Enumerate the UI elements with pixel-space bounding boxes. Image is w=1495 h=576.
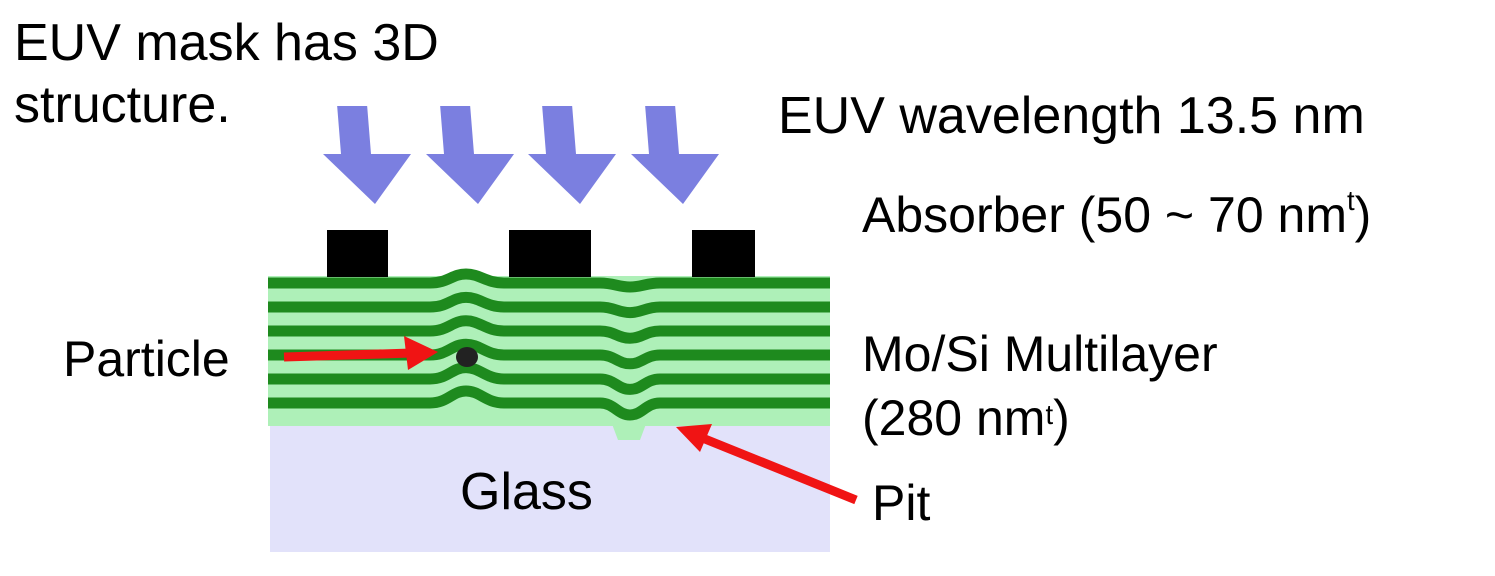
glass-label: Glass xyxy=(460,463,593,521)
title-line-1: EUV mask has 3D xyxy=(14,14,439,72)
diagram-title: EUV mask has 3D structure. xyxy=(14,12,534,136)
multilayer-dark-band xyxy=(268,315,830,344)
multilayer-dark-layers xyxy=(268,268,830,421)
pit-notch xyxy=(612,424,646,440)
particle-label: Particle xyxy=(63,331,230,387)
absorber-block-1 xyxy=(327,230,388,277)
pit-label: Pit xyxy=(872,475,931,531)
pit-pointer-arrow xyxy=(676,424,858,505)
absorber-label-sup: t xyxy=(1347,185,1355,217)
multilayer-label-sup: t xyxy=(1045,399,1054,431)
multilayer-dark-band xyxy=(268,338,830,370)
multilayer-label-line-2: (280 nm xyxy=(862,390,1046,446)
multilayer-dark-band xyxy=(268,268,830,293)
particle-pointer-arrow xyxy=(283,336,438,370)
absorber-label-text: Absorber (50 ~ 70 nm xyxy=(862,187,1347,243)
absorber-block-3 xyxy=(692,230,755,277)
title-line-2: structure. xyxy=(14,76,231,134)
glass-substrate xyxy=(270,424,830,552)
multilayer-label: Mo/Si Multilayer (280 nmt) xyxy=(862,322,1462,450)
euv-arrow xyxy=(631,106,719,204)
multilayer-label-close: ) xyxy=(1053,390,1070,446)
incident-euv-arrows xyxy=(323,106,719,204)
absorber-label: Absorber (50 ~ 70 nmt) xyxy=(862,187,1372,243)
multilayer-dark-band xyxy=(268,362,830,395)
multilayer-dark-band xyxy=(268,291,830,319)
wavelength-label: EUV wavelength 13.5 nm xyxy=(778,87,1365,145)
euv-arrow xyxy=(323,106,411,204)
euv-arrow xyxy=(528,106,616,204)
absorber-label-close: ) xyxy=(1354,187,1372,243)
particle-dot xyxy=(456,347,478,367)
absorber-block-2 xyxy=(509,230,591,277)
multilayer-label-line-1: Mo/Si Multilayer xyxy=(862,326,1218,382)
multilayer-dark-band xyxy=(268,385,830,421)
euv-arrow xyxy=(426,106,514,204)
